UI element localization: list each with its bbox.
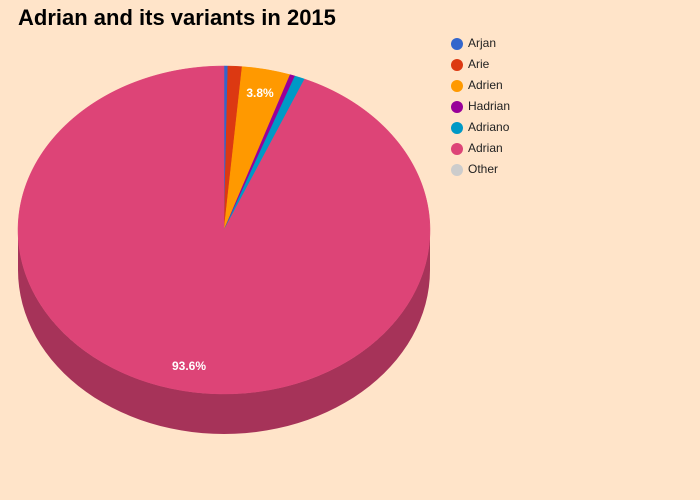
slice — [17, 65, 431, 395]
legend-marker — [451, 164, 463, 176]
legend-label: Adriano — [468, 120, 510, 134]
legend-label: Other — [468, 162, 498, 176]
legend-label: Hadrian — [468, 99, 510, 113]
slice-side — [18, 230, 430, 434]
legend-label: Adrien — [468, 78, 503, 92]
legend-label: Arjan — [468, 36, 496, 50]
value-label: 93.6% — [172, 359, 206, 373]
chart-title: Adrian and its variants in 2015 — [18, 5, 336, 30]
value-label: 3.8% — [246, 86, 274, 100]
legend-marker — [451, 101, 463, 113]
legend-marker — [451, 80, 463, 92]
legend-marker — [451, 38, 463, 50]
legend-marker — [451, 59, 463, 71]
legend-label: Arie — [468, 57, 490, 71]
legend-marker — [451, 143, 463, 155]
legend-label: Adrian — [468, 141, 503, 155]
legend-marker — [451, 122, 463, 134]
